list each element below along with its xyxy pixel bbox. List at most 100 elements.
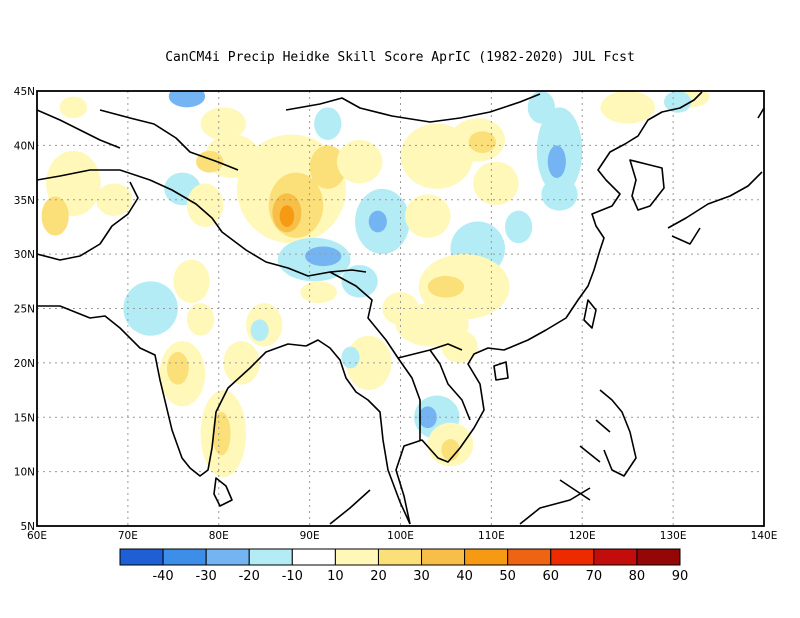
colorbar-swatch-3 bbox=[248, 548, 293, 566]
colorbar-swatch-12 bbox=[636, 548, 681, 566]
x-tick-label: 110E bbox=[478, 530, 505, 542]
skill-patch-16 bbox=[314, 107, 342, 140]
colorbar-swatch-7 bbox=[421, 548, 466, 566]
axis-tick-labels: 60E 70E 80E 90E 100E 110E 120E 130E 140E 45N 40N 35… bbox=[14, 86, 778, 542]
skill-patch-18 bbox=[305, 246, 342, 267]
x-tick-label: 140E bbox=[751, 530, 778, 542]
border-china-north bbox=[99, 93, 541, 171]
skill-patch-22 bbox=[405, 194, 451, 238]
skill-patch-21 bbox=[368, 210, 387, 233]
coastline-borneo-sumatra bbox=[329, 487, 591, 525]
skill-patch-34 bbox=[541, 178, 578, 211]
skill-patch-56 bbox=[441, 439, 460, 461]
border-pakistan bbox=[37, 181, 139, 261]
skill-patch-27 bbox=[505, 210, 533, 244]
colorbar-swatch-11 bbox=[593, 548, 638, 566]
colorbar-label: -40 bbox=[152, 569, 173, 584]
skill-patch-40 bbox=[300, 281, 337, 304]
coastline-korea bbox=[629, 159, 665, 211]
colorbar-label: 80 bbox=[629, 569, 646, 584]
skill-patch-14 bbox=[279, 205, 295, 227]
colorbar-label: 30 bbox=[413, 569, 430, 584]
colorbar-swatch-10 bbox=[550, 548, 595, 566]
x-tick-label: 130E bbox=[660, 530, 687, 542]
coastline-hainan bbox=[493, 361, 509, 381]
skill-patch-1 bbox=[168, 91, 206, 108]
y-tick-label: 10N bbox=[14, 467, 35, 479]
border-myanmar-thailand bbox=[329, 271, 463, 440]
skill-patch-52 bbox=[341, 346, 360, 369]
coastlines-borders bbox=[37, 91, 764, 525]
skill-patch-33 bbox=[664, 91, 692, 113]
skill-patch-36 bbox=[427, 275, 465, 298]
colorbar: -40 -30 -20 -10 10 20 30 40 50 60 70 80 90 bbox=[119, 548, 689, 584]
coastline-bangladesh-myanmar bbox=[305, 339, 411, 525]
skill-patch-9 bbox=[96, 183, 133, 217]
colorbar-label: -20 bbox=[239, 569, 260, 584]
coastline-japan bbox=[667, 107, 764, 245]
coastline-indochina bbox=[395, 91, 703, 525]
grid-lines bbox=[37, 91, 764, 526]
map-title: CanCM4i Precip Heidke Skill Score AprIC … bbox=[165, 50, 635, 65]
skill-patch-0 bbox=[59, 96, 87, 119]
skill-score-patches bbox=[41, 91, 710, 478]
colorbar-label: 40 bbox=[456, 569, 473, 584]
y-tick-label: 45N bbox=[14, 86, 35, 98]
colorbar-label: 10 bbox=[327, 569, 344, 584]
colorbar-swatch-4 bbox=[291, 548, 336, 566]
colorbar-swatch-0 bbox=[119, 548, 164, 566]
colorbar-swatch-6 bbox=[377, 548, 423, 566]
coastline-india bbox=[37, 305, 307, 477]
skill-patch-8 bbox=[41, 196, 69, 236]
skill-patch-30 bbox=[527, 91, 555, 124]
skill-patch-58 bbox=[473, 161, 519, 206]
y-tick-label: 40N bbox=[14, 140, 35, 152]
x-tick-label: 90E bbox=[300, 530, 320, 542]
colorbar-label: 50 bbox=[499, 569, 516, 584]
y-tick-label: 20N bbox=[14, 358, 35, 370]
colorbar-label: -30 bbox=[196, 569, 217, 584]
colorbar-label: 20 bbox=[370, 569, 387, 584]
y-tick-label: 25N bbox=[14, 304, 35, 316]
skill-patch-50 bbox=[212, 411, 231, 456]
colorbar-label: 70 bbox=[586, 569, 603, 584]
colorbar-swatch-8 bbox=[464, 548, 509, 566]
skill-patch-57 bbox=[441, 330, 478, 363]
y-tick-label: 30N bbox=[14, 249, 35, 261]
colorbar-swatch-9 bbox=[507, 548, 552, 566]
colorbar-label: 60 bbox=[542, 569, 559, 584]
plot-frame bbox=[36, 90, 765, 527]
skill-patch-48 bbox=[166, 352, 189, 385]
skill-patch-31 bbox=[600, 91, 655, 124]
x-tick-label: 80E bbox=[209, 530, 229, 542]
x-tick-label: 100E bbox=[387, 530, 414, 542]
skill-patch-41 bbox=[123, 281, 178, 336]
skill-patch-42 bbox=[173, 259, 210, 304]
border-laos-vietnam bbox=[429, 349, 471, 421]
x-tick-label: 70E bbox=[118, 530, 138, 542]
coastline-srilanka bbox=[213, 477, 233, 507]
border-central-asia bbox=[37, 109, 121, 181]
x-tick-label: 120E bbox=[569, 530, 596, 542]
skill-patch-45 bbox=[250, 319, 269, 342]
skill-patch-39 bbox=[341, 265, 378, 298]
skill-patch-25 bbox=[468, 131, 496, 153]
colorbar-swatch-1 bbox=[162, 548, 207, 566]
coastline-philippines bbox=[559, 389, 637, 501]
skill-patch-15 bbox=[309, 145, 346, 189]
skill-patch-29 bbox=[547, 145, 566, 178]
colorbar-label: 90 bbox=[672, 569, 689, 584]
colorbar-swatch-5 bbox=[334, 548, 379, 566]
coastline-taiwan bbox=[583, 299, 597, 329]
y-tick-label: 5N bbox=[20, 521, 35, 533]
colorbar-label: -10 bbox=[282, 569, 303, 584]
y-tick-label: 15N bbox=[14, 412, 35, 424]
skill-patch-19 bbox=[336, 139, 383, 184]
x-tick-label: 60E bbox=[27, 530, 47, 542]
y-tick-label: 35N bbox=[14, 195, 35, 207]
skill-patch-6 bbox=[186, 183, 224, 227]
skill-patch-2 bbox=[200, 107, 247, 140]
colorbar-swatch-2 bbox=[205, 548, 250, 566]
skill-patch-43 bbox=[186, 303, 215, 336]
